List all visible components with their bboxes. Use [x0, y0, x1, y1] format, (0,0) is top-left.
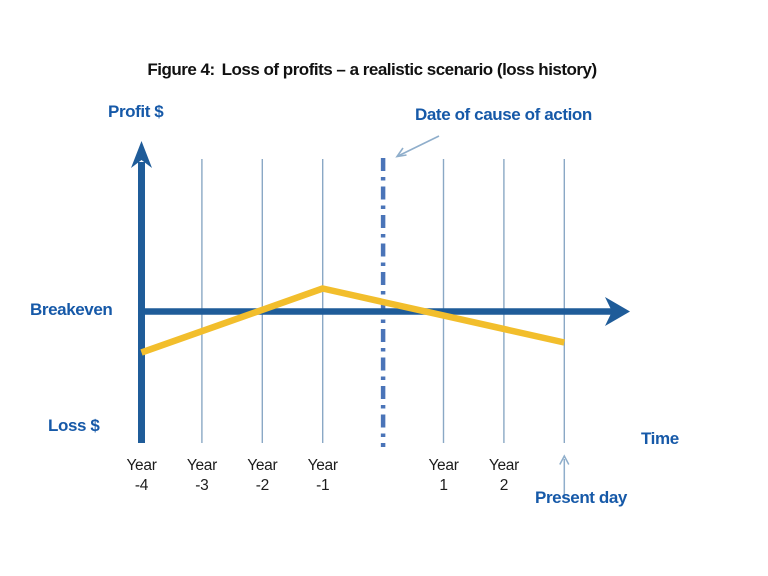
breakeven-arrowhead [605, 297, 630, 326]
x-tick-label: Year -2 [247, 457, 278, 495]
cause-of-action-arrow [395, 135, 440, 158]
figure-title-main: Loss of profits – a realistic scenario (… [221, 60, 598, 79]
time-axis-label: Time [641, 429, 679, 448]
x-tick-label: Year -4 [126, 457, 157, 495]
x-tick-label: Year -1 [307, 457, 338, 495]
cause-of-action-label: Date of cause of action [415, 105, 592, 124]
x-tick-label: Year 1 [428, 457, 459, 495]
x-tick-label: Year 2 [488, 457, 519, 495]
y-axis-arrowhead [131, 141, 152, 168]
loss-axis-label: Loss $ [48, 416, 100, 435]
profit-history-line [140, 285, 566, 356]
figure-title: Figure 4: Loss of profits – a realistic s… [0, 60, 744, 80]
figure-title-prefix: Figure 4: [147, 60, 215, 79]
profit-axis-label: Profit $ [108, 102, 164, 121]
x-tick-label: Year -3 [186, 457, 217, 495]
present-day-label: Present day [535, 488, 627, 507]
breakeven-label: Breakeven [30, 300, 113, 319]
present-day-arrow [559, 454, 570, 497]
